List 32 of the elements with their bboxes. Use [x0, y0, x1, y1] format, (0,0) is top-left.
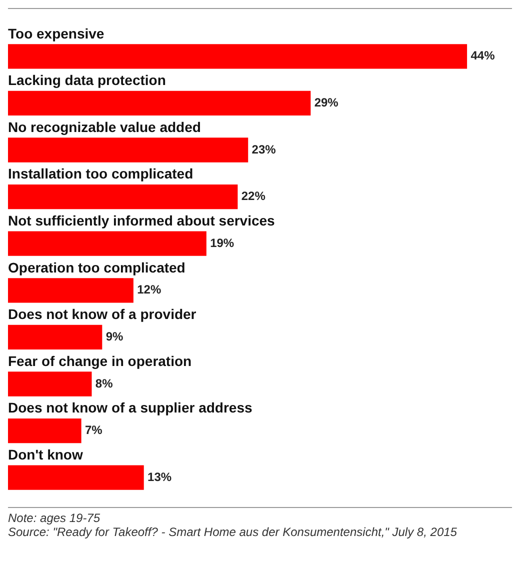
y-tick-label: Fear of change in operation — [8, 352, 192, 369]
data-label: 23% — [252, 142, 276, 156]
y-tick-label: Not sufficiently informed about services — [8, 212, 276, 228]
y-tick-label: Too expensive — [8, 25, 104, 42]
bar — [8, 138, 248, 162]
data-label: 12% — [137, 282, 162, 297]
data-label: 7% — [84, 423, 103, 438]
data-label: 19% — [210, 236, 234, 250]
y-tick-label: Lacking data protection — [8, 72, 166, 88]
bar — [8, 465, 144, 490]
y-tick-label: Operation too complicated — [8, 259, 186, 276]
y-tick-label: Don't know — [8, 446, 83, 462]
data-label: 44% — [470, 48, 496, 63]
text: Note: ages 19-75 — [8, 511, 102, 525]
bar — [8, 44, 468, 69]
y-tick-label: Does not know of a provider — [8, 306, 197, 322]
data-label: 9% — [106, 330, 124, 344]
data-label: 22% — [241, 189, 266, 204]
y-tick-label: No recognizable value added — [8, 118, 201, 135]
bar — [8, 278, 134, 303]
bar — [8, 231, 206, 256]
y-tick-label: Does not know of a supplier address — [8, 400, 252, 416]
bar — [8, 324, 102, 350]
data-label: 8% — [95, 376, 114, 390]
bar — [8, 90, 311, 116]
source-note: Source: "Ready for Takeoff? - Smart Home aus der Konsumentensicht," July 8, 2015 — [8, 525, 458, 539]
bar — [8, 418, 82, 444]
bar — [8, 184, 238, 210]
data-label: 29% — [314, 96, 339, 110]
y-tick-label: Installation too complicated — [8, 166, 194, 182]
data-label: 13% — [148, 470, 172, 484]
bar — [8, 372, 92, 396]
